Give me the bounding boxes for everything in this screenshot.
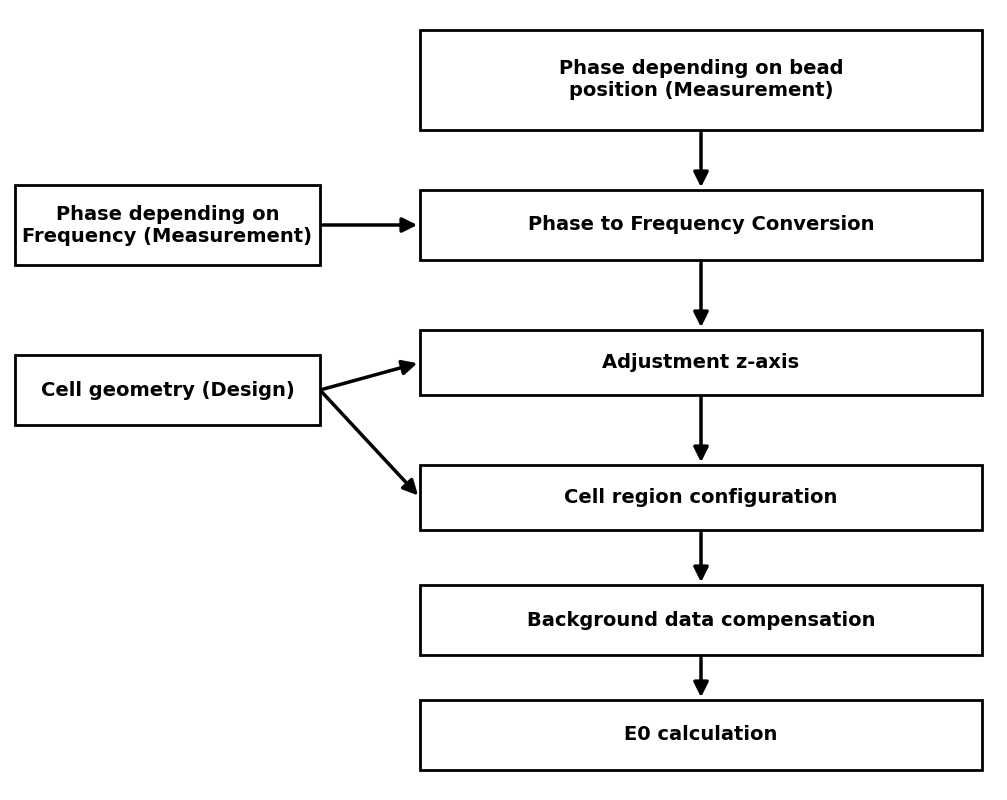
FancyBboxPatch shape xyxy=(420,465,982,530)
Text: E0 calculation: E0 calculation xyxy=(624,726,777,745)
Text: Background data compensation: Background data compensation xyxy=(527,610,875,630)
FancyBboxPatch shape xyxy=(420,700,982,770)
FancyBboxPatch shape xyxy=(420,330,982,395)
Text: Phase to Frequency Conversion: Phase to Frequency Conversion xyxy=(528,215,874,234)
Text: Phase depending on bead
position (Measurement): Phase depending on bead position (Measur… xyxy=(559,59,843,101)
Text: Adjustment z-axis: Adjustment z-axis xyxy=(602,353,800,372)
FancyBboxPatch shape xyxy=(15,355,320,425)
FancyBboxPatch shape xyxy=(15,185,320,265)
Text: Cell region configuration: Cell region configuration xyxy=(564,488,838,507)
FancyBboxPatch shape xyxy=(420,30,982,130)
Text: Cell geometry (Design): Cell geometry (Design) xyxy=(40,381,294,399)
FancyBboxPatch shape xyxy=(420,585,982,655)
Text: Phase depending on
Frequency (Measurement): Phase depending on Frequency (Measuremen… xyxy=(22,205,312,246)
FancyBboxPatch shape xyxy=(420,190,982,260)
